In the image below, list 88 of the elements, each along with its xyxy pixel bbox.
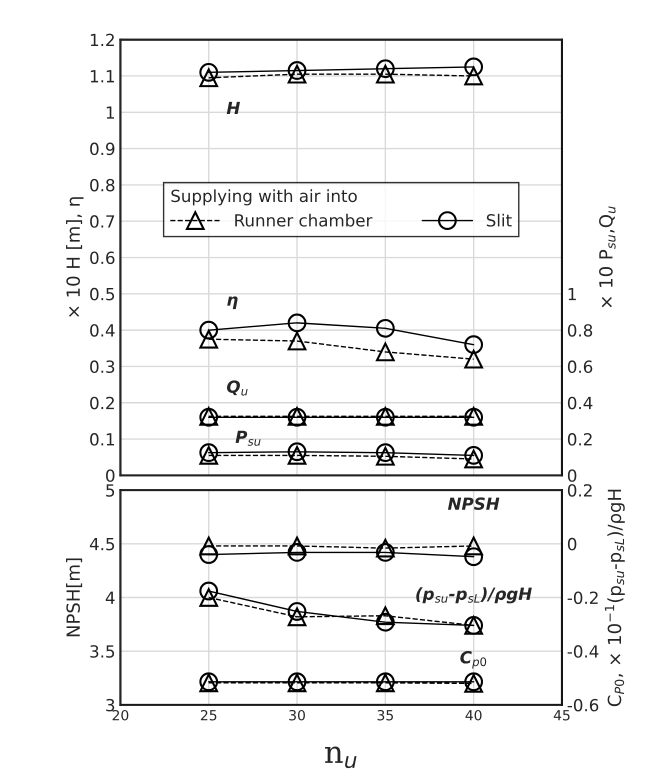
point: [199, 62, 218, 82]
point: [376, 443, 395, 462]
y2-tick-label: 0: [568, 469, 576, 482]
annotation: Q$_{u}$: [226, 380, 248, 396]
point: [464, 66, 484, 86]
x-tick-label: 35: [378, 710, 393, 720]
point: [464, 58, 484, 76]
y2-tick-label: 0.2: [568, 433, 592, 446]
legend-title: Supplying with air into: [171, 189, 357, 206]
point: [199, 582, 218, 600]
x-tick-label: 30: [289, 710, 305, 720]
y-tick-label: 0.8: [90, 178, 114, 192]
y-tick-label: 3.5: [90, 645, 114, 658]
y-tick-label: 5: [106, 484, 114, 497]
y2-tick-label: 0.2: [568, 484, 592, 497]
y-tick-label: 3: [106, 698, 114, 712]
x-tick-label: 25: [200, 710, 216, 720]
point: [199, 588, 218, 607]
point: [288, 313, 306, 332]
point: [376, 538, 395, 558]
y-tick-label: 1.2: [90, 34, 114, 46]
point: [199, 68, 218, 88]
point: [464, 547, 484, 566]
y2-tick-label: 0.4: [568, 396, 592, 410]
legend-label: Slit: [486, 214, 512, 227]
point: [464, 335, 484, 354]
y-axis-title: × 10 H [m], η: [66, 197, 84, 317]
y-tick-label: 0.3: [90, 360, 114, 374]
y-tick-label: 1: [106, 106, 114, 119]
y2-tick-label: 1: [568, 288, 576, 300]
point: [376, 606, 395, 626]
annotation: P$_{su}$: [236, 430, 261, 446]
y-tick-label: 0.4: [90, 324, 115, 337]
y2-tick-label: -0.4: [568, 645, 598, 658]
y2-tick-label: 0.6: [568, 360, 592, 374]
point: [464, 536, 484, 556]
point: [199, 330, 218, 349]
x-tick-label: 40: [465, 710, 482, 720]
y-tick-label: 4: [106, 592, 115, 604]
annotation: (p$_{su}$-p$_{sL}$)/ρgH: [416, 587, 532, 604]
y-tick-label: 0.9: [90, 142, 114, 156]
point: [288, 442, 306, 462]
point: [376, 446, 395, 466]
y2-tick-label: -0.6: [568, 698, 598, 712]
point: [376, 543, 395, 562]
point: [199, 443, 218, 462]
annotation: C$_{p0}$: [460, 650, 486, 668]
x-tick-label: 20: [112, 710, 128, 720]
point: [199, 545, 218, 564]
point: [376, 59, 395, 78]
point: [288, 602, 306, 621]
y-tick-label: 0.7: [90, 215, 114, 228]
point: [288, 536, 306, 556]
point: [199, 446, 218, 465]
y-tick-label: 0.1: [90, 433, 114, 446]
point: [199, 536, 218, 556]
x-axis-title: n$_{u}$: [325, 746, 356, 768]
annotation: NPSH: [448, 497, 500, 510]
point: [288, 61, 306, 80]
x-tick-label: 45: [554, 710, 570, 720]
y2-tick-label: 0.8: [568, 324, 592, 337]
annotation: H: [226, 102, 240, 114]
legend-label: Runner chamber: [235, 214, 372, 227]
y-tick-label: 0.6: [90, 251, 115, 264]
y-tick-label: 0.2: [90, 396, 114, 410]
y-tick-label: 1.1: [90, 70, 114, 82]
annotation: η: [227, 296, 238, 310]
y2-tick-label: -0.2: [568, 591, 598, 604]
y-tick-label: 0.5: [90, 288, 114, 300]
point: [288, 64, 306, 84]
text: C$_{P0}$, × 10$^{−1}$(p$_{su}$-p$_{sL}$)/ρgH: [604, 490, 625, 706]
point: [376, 612, 395, 632]
y-tick-label: 0: [106, 469, 114, 482]
point: [288, 446, 306, 465]
point: [464, 446, 484, 465]
y2-tick-label: 0: [568, 538, 576, 550]
y-axis-title: NPSH[m]: [66, 558, 82, 636]
point: [376, 64, 395, 84]
point: [464, 350, 484, 369]
point: [288, 607, 306, 626]
point: [376, 318, 395, 338]
y-tick-label: 4.5: [90, 538, 114, 550]
point: [199, 320, 218, 340]
point: [464, 450, 484, 468]
point: [288, 543, 306, 562]
point: [376, 342, 395, 362]
point: [288, 332, 306, 350]
y2-axis-title: × 10 P$_{su}$,Q$_{u}$: [599, 206, 616, 308]
